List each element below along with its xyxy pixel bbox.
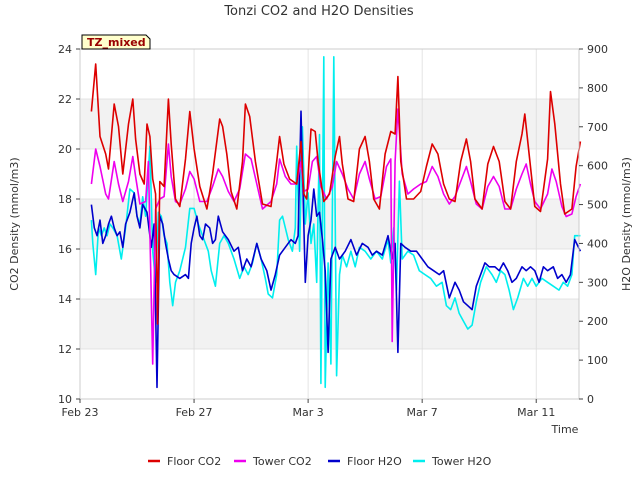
chart-title: Tonzi CO2 and H2O Densities bbox=[223, 4, 414, 19]
background-band-2 bbox=[80, 99, 579, 149]
series-line-tower-h2o bbox=[90, 56, 581, 389]
y-right-tick-label: 0 bbox=[587, 393, 594, 406]
y-right-tick-label: 500 bbox=[587, 199, 608, 212]
legend-item-floor-h2o: Floor H2O bbox=[328, 455, 402, 468]
site-label-box: TZ_mixed bbox=[81, 34, 151, 50]
y-left-tick-label: 16 bbox=[58, 243, 72, 256]
legend-label: Floor H2O bbox=[347, 455, 402, 468]
y-right-tick-label: 700 bbox=[587, 121, 608, 134]
y-right-tick-label: 100 bbox=[587, 354, 608, 367]
legend-label: Tower H2O bbox=[431, 455, 492, 468]
y-left-tick-label: 22 bbox=[58, 93, 72, 106]
plot-frame bbox=[79, 48, 580, 400]
y-right-tick-label: 200 bbox=[587, 315, 608, 328]
y-axis-left-label: CO2 Density (mmol/m3) bbox=[8, 157, 21, 290]
x-axis: Feb 23 Feb 27 Mar 3 Mar 7 Mar 11 bbox=[62, 399, 555, 419]
y-right-tick-label: 300 bbox=[587, 276, 608, 289]
y-left-tick-label: 14 bbox=[58, 293, 72, 306]
y-left-tick-label: 12 bbox=[58, 343, 72, 356]
x-tick-label: Feb 27 bbox=[176, 406, 213, 419]
legend-item-floor-co2: Floor CO2 bbox=[148, 455, 221, 468]
y-left-tick-label: 18 bbox=[58, 193, 72, 206]
y-right-tick-label: 600 bbox=[587, 160, 608, 173]
x-tick-label: Mar 7 bbox=[407, 406, 438, 419]
y-right-tick-label: 400 bbox=[587, 237, 608, 250]
site-label: TZ_mixed bbox=[87, 36, 146, 49]
y-right-tick-label: 800 bbox=[587, 82, 608, 95]
x-tick-label: Feb 23 bbox=[62, 406, 99, 419]
legend-item-tower-h2o: Tower H2O bbox=[413, 455, 492, 468]
y-axis-right-label: H2O Density (mmol/m3) bbox=[620, 157, 633, 291]
series-line-floor-co2 bbox=[90, 63, 582, 325]
y-right-tick-label: 900 bbox=[587, 43, 608, 56]
legend-label: Floor CO2 bbox=[167, 455, 221, 468]
y-left-tick-label: 10 bbox=[58, 393, 72, 406]
legend-item-tower-co2: Tower CO2 bbox=[234, 455, 312, 468]
y-left-tick-label: 24 bbox=[58, 43, 72, 56]
y-axis-right: 0 100 200 300 400 500 600 700 800 900 bbox=[579, 43, 608, 406]
x-tick-label: Mar 11 bbox=[517, 406, 555, 419]
x-tick-label: Mar 3 bbox=[292, 406, 323, 419]
y-axis-left: 10 12 14 16 18 20 22 24 bbox=[58, 43, 80, 406]
legend: Floor CO2 Tower CO2 Floor H2O Tower H2O bbox=[148, 455, 492, 468]
y-left-tick-label: 20 bbox=[58, 143, 72, 156]
legend-label: Tower CO2 bbox=[252, 455, 312, 468]
x-axis-label: Time bbox=[551, 423, 579, 436]
series-layer bbox=[90, 56, 582, 389]
